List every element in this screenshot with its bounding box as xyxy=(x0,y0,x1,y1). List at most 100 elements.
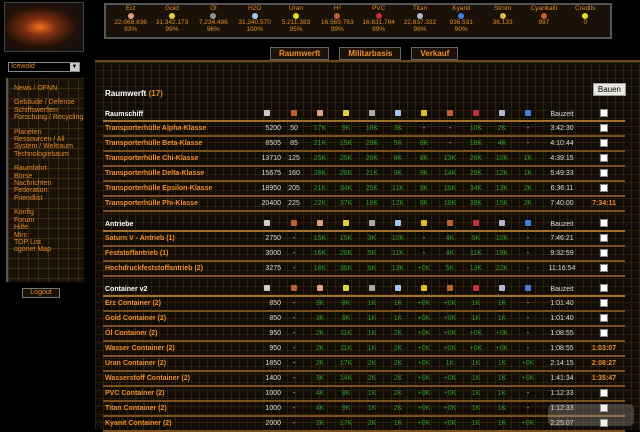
select-checkbox[interactable] xyxy=(600,388,608,397)
cost: 34K xyxy=(469,185,483,192)
cost: 8K xyxy=(341,390,351,397)
sidebar-item[interactable]: Börse xyxy=(14,172,33,180)
sidebar-item[interactable]: Raumfahrt xyxy=(14,165,47,173)
sidebar-item[interactable]: Gebäude / Defense xyxy=(14,99,75,107)
resource-11: Credits 0 xyxy=(565,5,606,37)
points: 1000 xyxy=(265,405,281,412)
cost: 25K xyxy=(365,185,379,192)
resource-percent: 98% xyxy=(413,26,427,33)
select-checkbox[interactable] xyxy=(600,248,608,257)
cost: 18K xyxy=(313,265,327,272)
item-name-link[interactable]: Wasser Container (2) xyxy=(105,345,175,352)
item-name-link[interactable]: Öl Container (2) xyxy=(105,330,158,337)
cost: 8K xyxy=(419,155,429,162)
item-name-link[interactable]: Wasserstoff Container (2) xyxy=(105,375,190,382)
build-time: 1:01:40 xyxy=(550,300,574,307)
select-all-checkbox[interactable] xyxy=(600,219,608,227)
select-checkbox[interactable] xyxy=(600,153,608,162)
item-name-link[interactable]: Transporterhülle Alpha-Klasse xyxy=(105,125,207,132)
item-name-link[interactable]: Transporterhülle Epsilon-Klasse xyxy=(105,185,213,192)
sidebar-item[interactable]: TOP List xyxy=(14,238,41,246)
titan-icon xyxy=(499,220,505,226)
column-header xyxy=(437,285,463,293)
sidebar-item[interactable]: Friendlist xyxy=(14,194,43,202)
realm-select[interactable]: Icewold ▼ xyxy=(8,62,80,72)
cost: 17K xyxy=(313,125,327,132)
sidebar-item[interactable]: Nachrichten xyxy=(14,180,52,188)
item-name-link[interactable]: PVC Container (2) xyxy=(105,390,165,397)
select-all-cell xyxy=(583,109,625,119)
item-name-link[interactable]: Uran Container (2) xyxy=(105,360,167,367)
item-name-link[interactable]: Saturn V - Antrieb (1) xyxy=(105,235,175,242)
logout-button[interactable]: Logout xyxy=(22,288,60,298)
sidebar-item[interactable]: Ressourcen / All xyxy=(14,136,65,144)
resource-amount: 31.340.570 xyxy=(238,18,271,26)
select-checkbox[interactable] xyxy=(600,298,608,307)
crew: - xyxy=(292,360,296,367)
sidebar-item[interactable]: Federation xyxy=(14,187,48,195)
column-header xyxy=(463,110,489,118)
select-checkbox[interactable] xyxy=(600,403,608,412)
build-time: 7:40:00 xyxy=(550,200,574,207)
select-checkbox[interactable] xyxy=(600,263,608,272)
crew-icon xyxy=(291,285,297,291)
select-checkbox[interactable] xyxy=(600,233,608,242)
sidebar-item[interactable]: Schiffswerften xyxy=(14,106,58,114)
resource-10: Cyankalit 997 xyxy=(523,5,564,37)
item-name-link[interactable]: Transporterhülle Chi-Klasse xyxy=(105,155,199,162)
build-time: 1:12:33 xyxy=(550,390,574,397)
cost: 1K xyxy=(471,315,481,322)
sidebar-item[interactable]: Forum xyxy=(14,216,35,224)
item-name-link[interactable]: Kyanit Container (2) xyxy=(105,420,172,427)
cost: 16K xyxy=(443,185,457,192)
item-name-link[interactable]: Hochdruckfeststoffantrieb (2) xyxy=(105,265,204,272)
cost: 13K xyxy=(469,265,483,272)
select-checkbox[interactable] xyxy=(600,313,608,322)
sidebar-item[interactable]: Forschung / Recycling xyxy=(14,114,84,122)
item-name-link[interactable]: Gold Container (2) xyxy=(105,315,167,322)
item-name-link[interactable]: Transporterhülle Delta-Klasse xyxy=(105,170,205,177)
item-name-link[interactable]: Erz Container (2) xyxy=(105,300,162,307)
build-button[interactable]: Bauen xyxy=(592,83,626,96)
select-checkbox[interactable] xyxy=(600,123,608,132)
cost: +0K xyxy=(469,345,483,352)
table-row: Transporterhülle Beta-Klasse 8505 85 21K 15K… xyxy=(103,137,625,152)
sidebar-item[interactable]: Planeten xyxy=(14,128,42,136)
build-time: 2:25:07 xyxy=(550,420,574,427)
cost: 3K xyxy=(393,125,403,132)
tab-verkauf[interactable]: Verkauf xyxy=(411,47,459,60)
tab-militarbasis[interactable]: Militarbasis xyxy=(339,47,402,60)
item-name-link[interactable]: Transporterhülle Beta-Klasse xyxy=(105,140,203,147)
resource-name: H² xyxy=(333,5,341,12)
cost: - xyxy=(526,235,530,242)
select-checkbox[interactable] xyxy=(600,418,608,427)
cost: 15K xyxy=(339,235,353,242)
item-name-link[interactable]: Transporterhülle Phi-Klasse xyxy=(105,200,198,207)
select-checkbox[interactable] xyxy=(600,183,608,192)
sidebar-item[interactable]: System / Weltraum xyxy=(14,143,73,151)
select-checkbox[interactable] xyxy=(600,168,608,177)
item-name-link[interactable]: Feststoffantrieb (1) xyxy=(105,250,169,257)
item-name-link[interactable]: Titan Container (2) xyxy=(105,405,167,412)
column-header xyxy=(307,220,333,228)
select-checkbox[interactable] xyxy=(600,138,608,147)
sidebar-item[interactable]: Technologiebaum xyxy=(14,150,69,158)
sidebar-item[interactable]: Konfig xyxy=(14,209,34,217)
table-row: Transporterhülle Delta-Klasse 15675 160 28K… xyxy=(103,167,625,182)
resource-6: PVC 16.631.784 99% xyxy=(358,5,399,37)
column-header xyxy=(281,110,307,118)
select-cell xyxy=(583,388,625,399)
table-row: PVC Container (2) 1000 - 4K 8K 1K 2K +0K +0K 1K 1K… xyxy=(103,387,625,402)
sidebar-item[interactable]: Hilfe xyxy=(14,224,29,232)
resource-name: Öl xyxy=(210,5,217,12)
game-logo xyxy=(4,2,84,52)
sidebar-item[interactable]: ogonet Map xyxy=(14,246,51,254)
chevron-down-icon[interactable]: ▼ xyxy=(70,63,79,71)
sidebar-item[interactable]: Mirc xyxy=(14,231,28,239)
select-checkbox[interactable] xyxy=(600,328,608,337)
sidebar-item[interactable]: News / OFNN xyxy=(14,85,58,92)
select-all-checkbox[interactable] xyxy=(600,284,608,292)
select-all-checkbox[interactable] xyxy=(600,109,608,117)
crew: 225 xyxy=(288,200,300,207)
tab-raumwerft[interactable]: Raumwerft xyxy=(270,47,330,60)
